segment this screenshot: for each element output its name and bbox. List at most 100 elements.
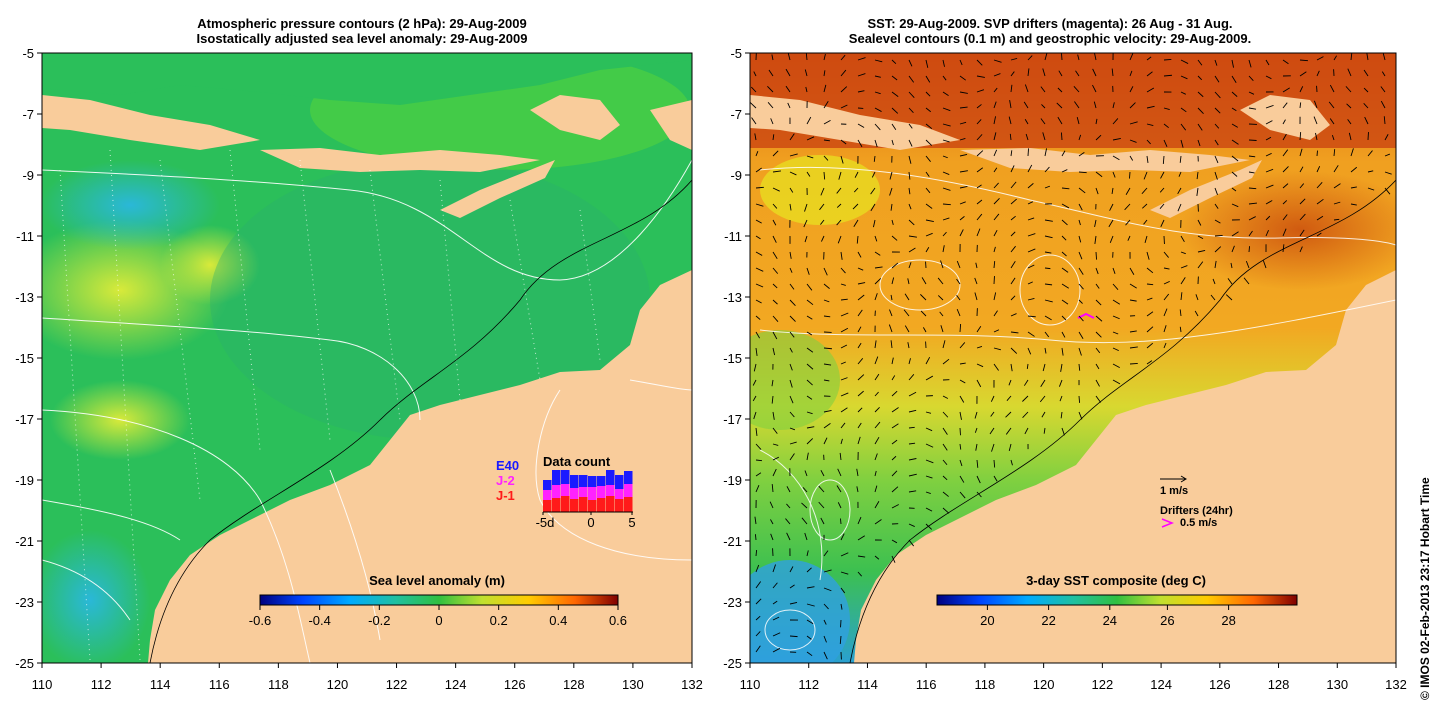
velocity-arrow bbox=[1041, 104, 1046, 109]
velocity-arrow bbox=[942, 155, 948, 159]
velocity-arrow bbox=[805, 86, 808, 93]
velocity-arrow bbox=[874, 373, 880, 381]
velocity-arrow bbox=[908, 155, 912, 164]
lat-tick-label: -13 bbox=[15, 290, 34, 305]
velocity-arrow bbox=[1146, 326, 1154, 333]
right-title-line1: SST: 29-Aug-2009. SVP drifters (magenta)… bbox=[867, 16, 1233, 31]
velocity-arrow bbox=[772, 251, 778, 260]
lat-tick-label: -5 bbox=[730, 46, 742, 61]
left-colorbar-ticks: -0.6 -0.4 -0.2 0 0.2 0.4 0.6 bbox=[249, 605, 627, 628]
velocity-arrow bbox=[908, 374, 915, 381]
velocity-arrow bbox=[1299, 246, 1303, 253]
velocity-arrow bbox=[840, 298, 848, 301]
velocity-arrow bbox=[804, 203, 808, 212]
velocity-arrow bbox=[891, 277, 895, 285]
velocity-arrow bbox=[1061, 267, 1069, 273]
velocity-arrow bbox=[942, 123, 951, 127]
velocity-arrow bbox=[921, 277, 927, 285]
velocity-arrow bbox=[823, 315, 831, 318]
velocity-arrow bbox=[840, 377, 848, 381]
velocity-arrow bbox=[1111, 187, 1114, 194]
velocity-arrow bbox=[819, 203, 825, 211]
velocity-arrow bbox=[823, 379, 830, 382]
velocity-arrow bbox=[806, 619, 814, 625]
velocity-arrow bbox=[891, 75, 898, 81]
velocity-arrow bbox=[976, 89, 985, 93]
velocity-arrow bbox=[1384, 187, 1391, 195]
velocity-arrow bbox=[1027, 55, 1033, 61]
colorbar-tick-label: 28 bbox=[1221, 613, 1235, 628]
data-count-inset: Data count E40 J-2 J-1 -5d 0 5 bbox=[496, 454, 636, 530]
velocity-arrow bbox=[1078, 363, 1081, 371]
velocity-arrow bbox=[874, 107, 882, 112]
velocity-arrow bbox=[1329, 118, 1335, 125]
lon-tick-label: 110 bbox=[32, 677, 53, 692]
velocity-arrow bbox=[840, 69, 847, 77]
velocity-arrow bbox=[976, 491, 982, 498]
velocity-arrow bbox=[787, 102, 791, 109]
velocity-arrow bbox=[755, 251, 763, 256]
velocity-arrow bbox=[975, 443, 978, 451]
dc-bar-j1 bbox=[588, 500, 597, 512]
velocity-arrow bbox=[925, 375, 934, 381]
velocity-arrow bbox=[874, 293, 878, 301]
dc-bar-e40 bbox=[624, 471, 633, 484]
timor-island-right bbox=[1150, 160, 1262, 218]
velocity-arrow bbox=[874, 266, 883, 269]
dc-bar-j2 bbox=[570, 488, 579, 499]
velocity-arrow bbox=[1058, 70, 1063, 77]
velocity-arrow bbox=[1180, 59, 1189, 64]
velocity-arrow bbox=[925, 219, 934, 222]
velocity-arrow bbox=[1078, 171, 1087, 174]
velocity-arrow bbox=[942, 231, 947, 237]
velocity-arrow bbox=[1197, 261, 1204, 269]
velocity-arrow bbox=[1282, 214, 1288, 221]
velocity-arrow bbox=[1265, 200, 1273, 205]
velocity-arrow bbox=[806, 315, 813, 320]
velocity-arrow bbox=[908, 59, 913, 67]
velocity-arrow bbox=[956, 308, 961, 317]
velocity-arrow bbox=[840, 104, 848, 109]
velocity-arrow bbox=[1197, 107, 1204, 115]
left-title: Atmospheric pressure contours (2 hPa): 2… bbox=[82, 16, 642, 46]
velocity-arrow bbox=[1282, 228, 1287, 237]
velocity-arrow bbox=[1299, 86, 1304, 93]
velocity-arrow bbox=[937, 277, 944, 285]
velocity-arrow bbox=[1010, 181, 1017, 189]
velocity-arrow bbox=[857, 422, 862, 429]
velocity-arrow bbox=[857, 282, 866, 285]
velocity-arrow bbox=[920, 294, 927, 301]
velocity-arrow bbox=[840, 518, 842, 525]
velocity-arrow bbox=[1027, 315, 1036, 318]
velocity-arrow bbox=[1333, 55, 1338, 61]
velocity-arrow bbox=[1316, 215, 1324, 221]
lat-tick-label: -5 bbox=[22, 46, 34, 61]
velocity-arrow bbox=[1179, 309, 1182, 317]
velocity-arrow bbox=[1043, 427, 1046, 434]
velocity-arrow bbox=[1078, 347, 1082, 356]
velocity-arrow bbox=[975, 262, 978, 269]
velocity-arrow bbox=[806, 651, 813, 657]
velocity-arrow bbox=[823, 363, 832, 366]
velocity-arrow bbox=[854, 171, 859, 178]
velocity-arrows bbox=[750, 53, 1392, 660]
velocity-arrow bbox=[889, 187, 893, 196]
velocity-arrow bbox=[1129, 346, 1138, 349]
velocity-arrow bbox=[820, 469, 825, 477]
velocity-arrow bbox=[1231, 75, 1237, 83]
velocity-arrow bbox=[959, 170, 968, 173]
velocity-arrow bbox=[1146, 283, 1154, 286]
velocity-arrow bbox=[1214, 187, 1218, 195]
velocity-arrow bbox=[1044, 166, 1050, 173]
lat-tick-label: -17 bbox=[723, 412, 742, 427]
velocity-arrow bbox=[1180, 107, 1187, 113]
dc-bar-j1 bbox=[597, 498, 606, 512]
velocity-arrow bbox=[823, 651, 828, 660]
velocity-arrow bbox=[818, 501, 825, 509]
velocity-arrow bbox=[1146, 251, 1150, 260]
velocity-arrow bbox=[942, 491, 949, 497]
velocity-arrow bbox=[956, 278, 961, 285]
velocity-arrow bbox=[891, 219, 894, 225]
lon-tick-label: 112 bbox=[91, 677, 112, 692]
velocity-arrow bbox=[1112, 118, 1119, 125]
